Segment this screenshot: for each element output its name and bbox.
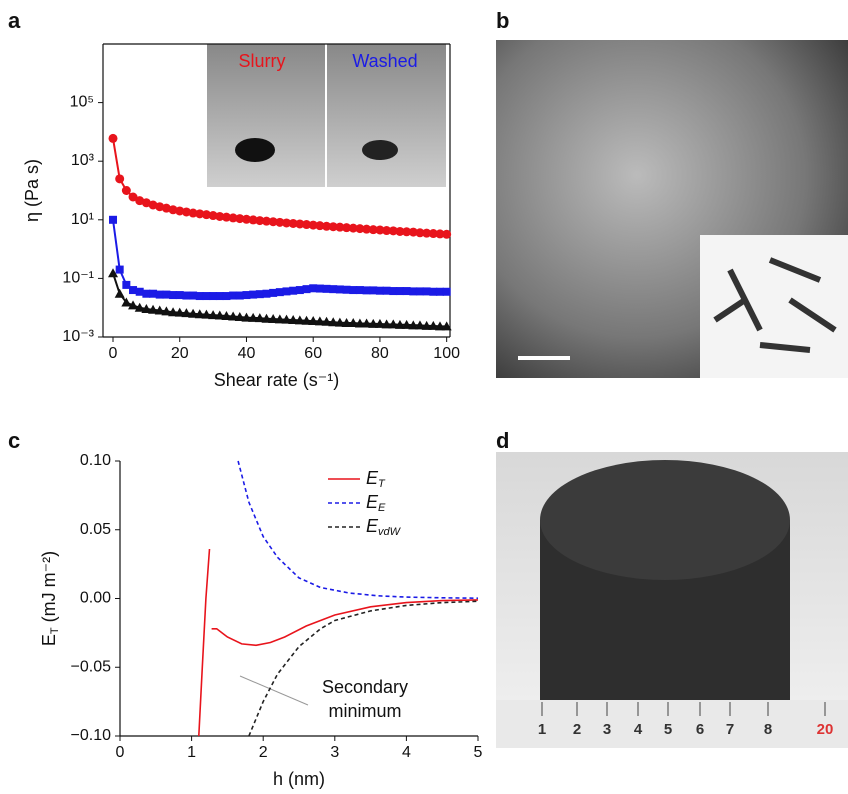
x-tick-label: 3 <box>330 744 339 761</box>
x-axis-label: h (nm) <box>273 769 325 789</box>
x-tick-label: 60 <box>304 345 322 362</box>
x-axis-label: Shear rate (s⁻¹) <box>214 370 340 390</box>
panel-label: a <box>8 8 21 33</box>
ruler-label: 8 <box>764 721 772 738</box>
point <box>115 289 125 298</box>
y-axis-label: ET​ (mJ m⁻²) <box>39 551 61 646</box>
droplet <box>235 138 275 162</box>
panel-label: d <box>496 428 509 453</box>
droplet <box>362 140 398 160</box>
y-tick-label: 0.10 <box>80 452 111 469</box>
x-tick-label: 5 <box>474 744 483 761</box>
panel-label: b <box>496 8 509 33</box>
point <box>109 216 117 224</box>
ruler-label: 7 <box>726 721 734 738</box>
x-tick-label: 20 <box>171 345 189 362</box>
x-tick-label: 4 <box>402 744 411 761</box>
y-tick-label: −0.10 <box>71 727 112 744</box>
legend-label: EE​ <box>366 492 386 514</box>
annotation-arrow <box>240 676 308 705</box>
x-tick-label: 0 <box>109 345 118 362</box>
y-tick-label: 0.05 <box>80 521 111 538</box>
ruler-label: 2 <box>573 721 581 738</box>
ruler-label: 20 <box>817 721 834 738</box>
ruler-label: 1 <box>538 721 546 738</box>
y-tick-label: −0.05 <box>71 658 112 675</box>
y-tick-label: 10⁻¹ <box>62 270 94 287</box>
y-tick-label: 10⁵ <box>70 94 94 111</box>
annotation: minimum <box>328 701 401 721</box>
ruler-label: 6 <box>696 721 704 738</box>
ruler-label: 3 <box>603 721 611 738</box>
x-tick-label: 1 <box>187 744 196 761</box>
y-tick-label: 0.00 <box>80 590 111 607</box>
sample-top <box>540 460 790 580</box>
point <box>122 186 131 195</box>
inset-label: Washed <box>352 51 417 71</box>
inset-label: Slurry <box>238 51 285 71</box>
x-tick-label: 80 <box>371 345 389 362</box>
point <box>115 174 124 183</box>
x-tick-label: 0 <box>116 744 125 761</box>
point <box>443 288 451 296</box>
x-tick-label: 2 <box>259 744 268 761</box>
y-tick-label: 10³ <box>71 152 95 169</box>
point <box>109 134 118 143</box>
legend-label: ET​ <box>366 468 386 490</box>
point <box>116 266 124 274</box>
y-axis-label: η (Pa s) <box>22 159 42 222</box>
annotation: Secondary <box>322 677 408 697</box>
ruler-label: 5 <box>664 721 672 738</box>
series-line <box>238 461 478 598</box>
panel-label: c <box>8 428 20 453</box>
inset-model <box>700 235 848 378</box>
figure: Slurry Washed abcd1234567820020406080100… <box>0 0 848 794</box>
y-tick-label: 10¹ <box>71 211 94 228</box>
point <box>442 230 451 239</box>
x-tick-label: 100 <box>433 345 460 362</box>
ruler-label: 4 <box>634 721 643 738</box>
x-tick-label: 40 <box>238 345 256 362</box>
y-tick-label: 10⁻³ <box>62 328 94 345</box>
legend-label: EvdW​ <box>366 516 402 538</box>
